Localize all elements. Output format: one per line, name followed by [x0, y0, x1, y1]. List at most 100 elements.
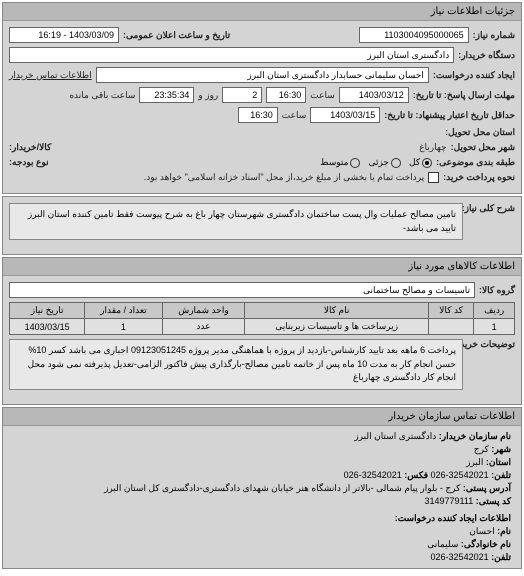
requester-contact-title: اطلاعات ایجاد کننده درخواست: — [7, 512, 517, 525]
value-name: احسان — [469, 526, 494, 536]
input-requester[interactable] — [96, 67, 429, 83]
row-goods-group: گروه کالا: — [9, 282, 515, 298]
radio-part[interactable]: جزئی — [368, 157, 401, 168]
radio-dot-icon — [350, 158, 360, 168]
radio-all-label: کل — [409, 157, 420, 168]
label-reply-time-word: ساعت — [310, 90, 335, 101]
label-payment-type: نحوه پرداخت خرید: — [443, 172, 515, 183]
input-remaining-time[interactable] — [139, 87, 194, 103]
label-org: نام سازمان خریدار: — [439, 431, 511, 441]
label-fax: فکس: — [404, 470, 428, 480]
label-public-datetime: تاریخ و ساعت اعلان عمومی: — [123, 30, 230, 41]
contact-org: نام سازمان خریدار: دادگستری استان البرز — [7, 430, 517, 443]
th-code: کد کالا — [428, 303, 473, 319]
row-need-location: استان محل تحویل: — [9, 127, 515, 138]
input-reply-time[interactable] — [266, 87, 306, 103]
checkbox-payment[interactable] — [428, 172, 439, 183]
value-fax: 32542021-026 — [344, 470, 402, 480]
row-payment: نحوه پرداخت خرید: پرداخت تمام یا بخشی از… — [9, 172, 515, 183]
label-name: نام: — [497, 526, 511, 536]
label-requester-contact-title: اطلاعات ایجاد کننده درخواست: — [395, 513, 511, 523]
label-goods-group: گروه کالا: — [479, 285, 515, 296]
buyer-notes-text: پرداخت 6 ماهه بعد تایید کارشناس-بازدید ا… — [9, 339, 463, 390]
radio-dot-icon — [422, 158, 432, 168]
th-row-no: ردیف — [474, 303, 515, 319]
cell-code — [428, 319, 473, 335]
input-credit-date[interactable] — [310, 107, 380, 123]
contact-province: استان: البرز — [7, 456, 517, 469]
value-address: کرج - بلوار پیام شمالی -بالاتر از دانشگا… — [104, 483, 460, 493]
panel-need-details: جزئیات اطلاعات نیاز شماره نیاز: تاریخ و … — [2, 2, 522, 194]
label-credit-time-word: ساعت — [282, 110, 307, 121]
th-qty: تعداد / مقدار — [85, 303, 162, 319]
label-buyer-org: دستگاه خریدار: — [458, 50, 515, 61]
input-goods-group[interactable] — [9, 282, 475, 298]
row-reply-deadline: مهلت ارسال پاسخ: تا تاریخ: ساعت روز و سا… — [9, 87, 515, 103]
radio-all[interactable]: کل — [409, 157, 432, 168]
panel-body-description: شرح کلی نیاز: تامین مصالح عملیات وال پست… — [3, 197, 521, 254]
value-city: کرج — [474, 444, 489, 454]
radio-mid[interactable]: متوسط — [320, 157, 360, 168]
label-request-no: شماره نیاز: — [473, 30, 515, 41]
panel-body-goods: گروه کالا: ردیف کد کالا نام کالا واحد شم… — [3, 276, 521, 404]
cell-need-date: 1403/03/15 — [10, 319, 85, 335]
input-public-datetime[interactable] — [9, 27, 119, 43]
label-remaining-time: ساعت باقی مانده — [69, 90, 135, 101]
label-delivery-city: شهر محل تحویل: — [451, 142, 515, 153]
value-phone: 32542021-026 — [431, 470, 489, 480]
description-text: تامین مصالح عملیات وال پست ساختمان دادگس… — [9, 203, 463, 240]
panel-description: شرح کلی نیاز: تامین مصالح عملیات وال پست… — [2, 196, 522, 255]
radio-mid-label: متوسط — [320, 157, 348, 168]
cell-row-no: 1 — [474, 319, 515, 335]
panel-goods: اطلاعات کالاهای مورد نیاز گروه کالا: ردی… — [2, 257, 522, 405]
input-buyer-org[interactable] — [9, 47, 454, 63]
label-city: شهر: — [491, 444, 511, 454]
value-postal: 3149779111 — [425, 496, 474, 506]
contact-name: نام: احسان — [7, 525, 517, 538]
label-delivery-area: کالا/خریدار: — [9, 142, 51, 153]
label-budget-type: نوع بودجه: — [9, 157, 49, 168]
label-need-location: استان محل تحویل: — [445, 127, 515, 138]
panel-header-goods: اطلاعات کالاهای مورد نیاز — [3, 258, 521, 276]
input-reply-date[interactable] — [339, 87, 409, 103]
radio-group-classification: کل جزئی متوسط — [320, 157, 432, 168]
table-header-row: ردیف کد کالا نام کالا واحد شمارش تعداد /… — [10, 303, 515, 319]
row-request-no: شماره نیاز: تاریخ و ساعت اعلان عمومی: — [9, 27, 515, 43]
panel-header-buyer-contact: اطلاعات تماس سازمان خریدار — [3, 408, 521, 426]
th-unit: واحد شمارش — [162, 303, 245, 319]
label-family: نام خانوادگی: — [461, 539, 511, 549]
input-request-no[interactable] — [359, 27, 469, 43]
value-family: سلیمانی — [427, 539, 458, 549]
cell-qty: 1 — [85, 319, 162, 335]
label-buyer-notes: توضیحات خریدار: — [467, 339, 515, 350]
label-description: شرح کلی نیاز: — [467, 203, 515, 214]
contact-family: نام خانوادگی: سلیمانی — [7, 538, 517, 551]
th-name: نام کالا — [245, 303, 429, 319]
row-budget-class: طبقه بندی موضوعی: کل جزئی متوسط نوع بودج… — [9, 157, 515, 168]
label-reply-deadline: مهلت ارسال پاسخ: تا تاریخ: — [413, 90, 515, 101]
table-row[interactable]: 1 زیرساخت ها و تاسیسات زیربنایی عدد 1 14… — [10, 319, 515, 335]
goods-table: ردیف کد کالا نام کالا واحد شمارش تعداد /… — [9, 302, 515, 335]
cell-name: زیرساخت ها و تاسیسات زیربنایی — [245, 319, 429, 335]
input-credit-time[interactable] — [238, 107, 278, 123]
value-province: البرز — [466, 457, 483, 467]
row-requester: ایجاد کننده درخواست: اطلاعات تماس خریدار — [9, 67, 515, 83]
contact-postal: کد پستی: 3149779111 — [7, 495, 517, 508]
panel-buyer-contact: اطلاعات تماس سازمان خریدار نام سازمان خر… — [2, 407, 522, 569]
label-budget-class: طبقه بندی موضوعی: — [436, 157, 515, 168]
input-remaining-days[interactable] — [222, 87, 262, 103]
radio-part-label: جزئی — [368, 157, 389, 168]
link-buyer-contact[interactable]: اطلاعات تماس خریدار — [9, 70, 92, 81]
row-delivery-city: شهر محل تحویل: چهارباغ کالا/خریدار: — [9, 142, 515, 153]
row-buyer-notes: توضیحات خریدار: پرداخت 6 ماهه بعد تایید … — [9, 339, 515, 394]
value-req-phone: 32542021-026 — [431, 552, 489, 562]
contact-phone-fax: تلفن: 32542021-026 فکس: 32542021-026 — [7, 469, 517, 482]
value-org: دادگستری استان البرز — [354, 431, 436, 441]
row-buyer-org: دستگاه خریدار: — [9, 47, 515, 63]
payment-note: پرداخت تمام یا بخشی از مبلغ خرید،از محل … — [144, 172, 424, 183]
label-req-phone: تلفن: — [491, 552, 511, 562]
contact-req-phone: تلفن: 32542021-026 — [7, 551, 517, 564]
th-need-date: تاریخ نیاز — [10, 303, 85, 319]
label-postal: کد پستی: — [476, 496, 511, 506]
label-province: استان: — [486, 457, 511, 467]
